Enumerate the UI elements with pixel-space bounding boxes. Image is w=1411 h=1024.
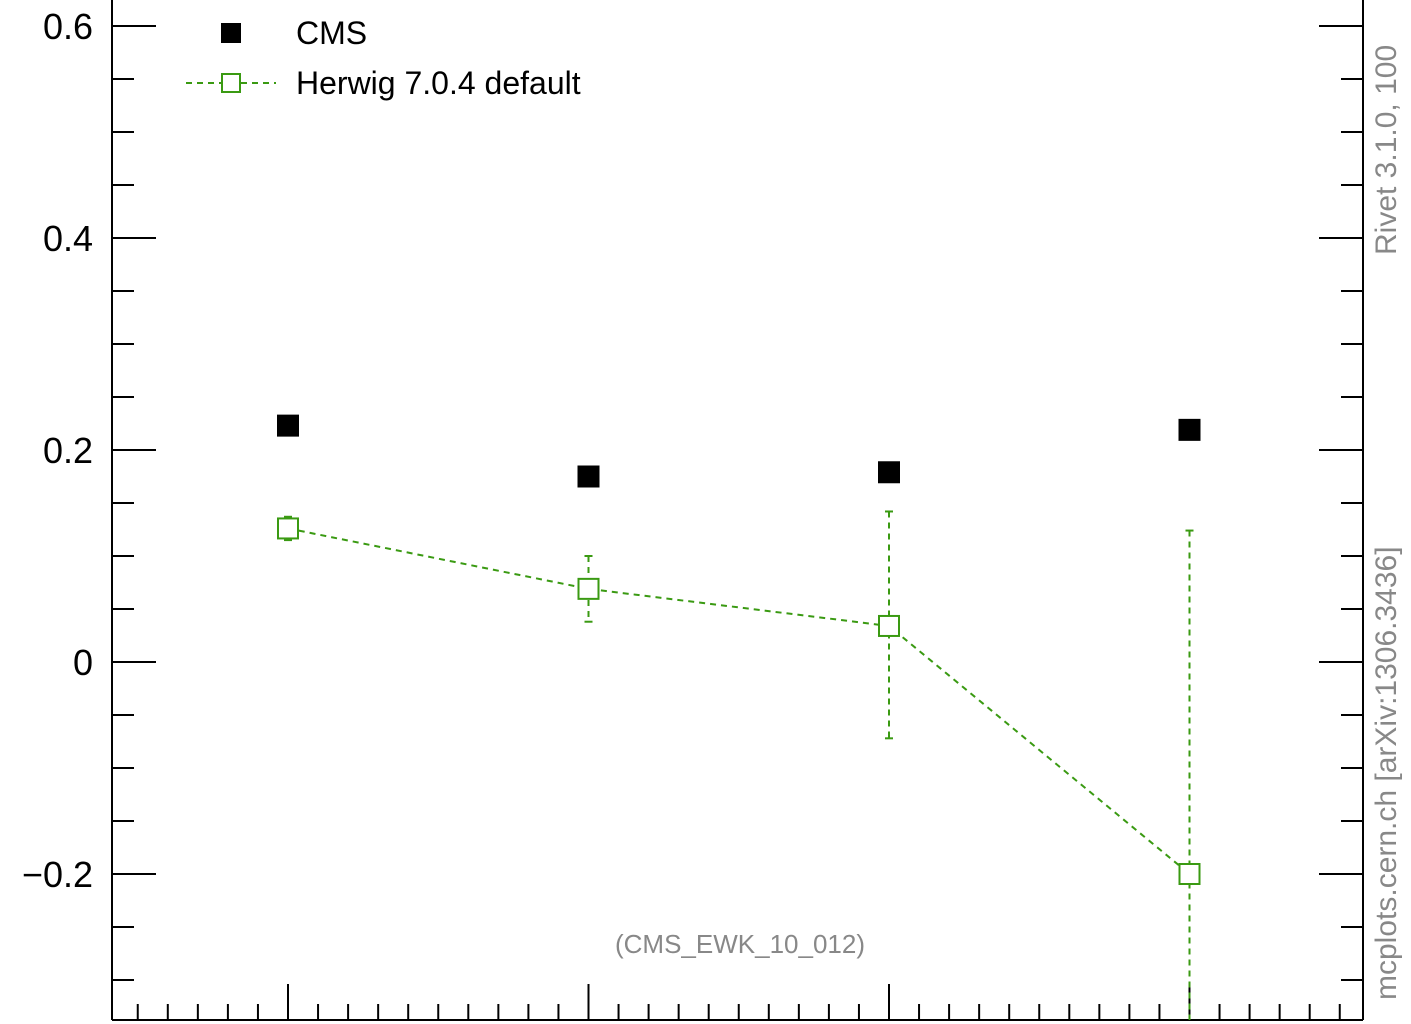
legend-herwig-label: Herwig 7.0.4 default bbox=[296, 65, 581, 101]
mcplots-source-note: mcplots.cern.ch [arXiv:1306.3436] bbox=[1370, 546, 1403, 1000]
herwig-point bbox=[277, 517, 299, 540]
legend-cms-marker bbox=[221, 23, 241, 43]
legend-herwig-marker bbox=[221, 73, 241, 93]
y-tick-label: 0 bbox=[73, 642, 93, 683]
y-tick-label: −0.2 bbox=[22, 854, 93, 895]
x-axis bbox=[136, 984, 1341, 1020]
herwig-point bbox=[1178, 863, 1201, 885]
cms-point bbox=[1178, 418, 1201, 441]
rivet-version-note: Rivet 3.1.0, 100 bbox=[1370, 45, 1403, 255]
herwig-line bbox=[287, 527, 1191, 875]
legend: CMS Herwig 7.0.4 default bbox=[186, 15, 581, 101]
herwig-point bbox=[577, 577, 600, 600]
series-layer bbox=[277, 414, 1201, 1020]
plot-frame bbox=[111, 0, 1364, 1021]
y-tick-label: 0.4 bbox=[43, 218, 93, 259]
y-axis: −0.2 0 0.2 0.4 0.6 bbox=[22, 6, 1363, 981]
y-tick-label: 0.2 bbox=[43, 430, 93, 471]
y-tick-label: 0.6 bbox=[43, 6, 93, 47]
cms-point bbox=[878, 461, 900, 484]
herwig-point bbox=[878, 614, 900, 637]
legend-cms-label: CMS bbox=[296, 15, 367, 51]
analysis-id-note: (CMS_EWK_10_012) bbox=[615, 929, 865, 959]
cms-point bbox=[277, 414, 299, 437]
cms-point bbox=[577, 465, 600, 488]
